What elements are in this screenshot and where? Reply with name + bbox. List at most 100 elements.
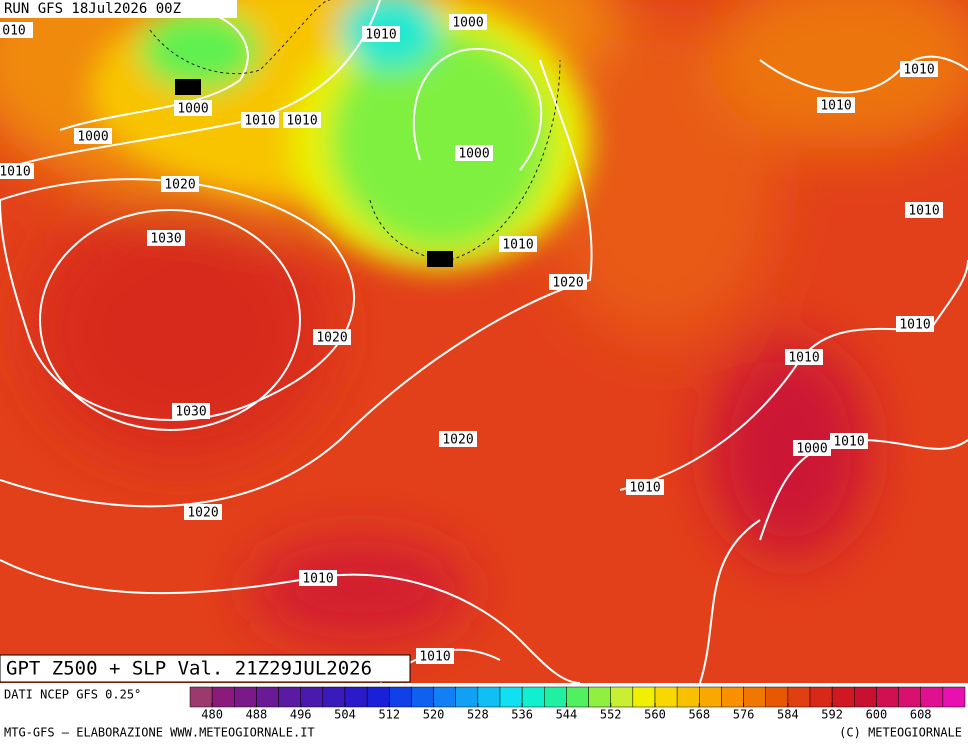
colorbar-tick-label: 528 xyxy=(467,708,489,722)
isobar-label-box xyxy=(416,648,454,664)
colorbar-tick-label: 536 xyxy=(511,708,533,722)
colorbar-tick-label: 552 xyxy=(600,708,622,722)
colorbar-tick-label: 608 xyxy=(910,708,932,722)
colorbar-swatch xyxy=(699,686,722,708)
colorbar-swatch xyxy=(676,686,700,708)
colorbar-tick-label: 584 xyxy=(777,708,799,722)
colorbar: 480 488 496 504 512 520 528 536 544 552 560 568 576 5… xyxy=(189,686,966,722)
colorbar-swatch xyxy=(455,686,479,708)
colorbar-tick-label: 592 xyxy=(821,708,843,722)
isobar-label: 1010 xyxy=(908,204,939,219)
run-box xyxy=(0,0,237,18)
colorbar-swatch xyxy=(322,686,346,708)
isobar-label-box xyxy=(172,403,210,419)
isobar-label: 1010 xyxy=(629,481,660,496)
isobar-label: 1010 xyxy=(899,318,930,333)
map-title: GPT Z500 + SLP Val. 21Z29JUL2026 xyxy=(6,658,372,680)
isobar-label: 1000 xyxy=(796,442,827,457)
isobar-label-box xyxy=(175,79,201,95)
isobar-label-box xyxy=(439,431,477,447)
footer-left: MTG-GFS — ELABORAZIONE WWW.METEOGIORNALE… xyxy=(4,726,315,740)
colorbar-swatch xyxy=(477,686,501,708)
isobar-label: 1030 xyxy=(150,232,181,247)
colorbar-swatch xyxy=(942,686,966,708)
isobar-label-box xyxy=(241,112,279,128)
footer-right: (C) METEOGIORNALE xyxy=(839,726,962,740)
isobar-label: 1020 xyxy=(164,178,195,193)
isobar-label: 1000 xyxy=(458,147,489,162)
colorbar-tick-label: 488 xyxy=(246,708,268,722)
isobar-label-box xyxy=(313,329,351,345)
colorbar-tick-label: 568 xyxy=(688,708,710,722)
isobar-label: 1010 xyxy=(502,238,533,253)
title-box xyxy=(0,654,411,683)
colorbar-swatch xyxy=(831,686,855,708)
map-area xyxy=(0,0,968,684)
isobar-label-box xyxy=(793,440,831,456)
isobar-label: 1000 xyxy=(177,102,208,117)
colorbar-swatch xyxy=(544,686,567,708)
colorbar-swatch xyxy=(433,686,456,708)
colorbar-swatch xyxy=(411,686,434,708)
isobar-label: 1030 xyxy=(175,405,206,420)
colorbar-swatch xyxy=(389,686,412,708)
isobar-label-box xyxy=(626,479,664,495)
isobar-label-box xyxy=(74,128,112,144)
colorbar-swatch xyxy=(234,686,257,708)
isobar-label: 1010 xyxy=(820,99,851,114)
colorbar-swatch xyxy=(566,686,589,708)
colorbar-tick-label: 480 xyxy=(201,708,223,722)
isobar-label-box xyxy=(549,274,587,290)
colorbar-swatch xyxy=(211,686,235,708)
isobar-label-box xyxy=(896,316,934,332)
colorbar-swatch xyxy=(854,686,877,708)
colorbar-swatch xyxy=(189,686,213,708)
isobar-label-box xyxy=(174,100,212,116)
isobar-label: 1020 xyxy=(552,276,583,291)
isobar-label-box xyxy=(905,202,943,218)
colorbar-swatch xyxy=(300,686,324,708)
isobar-label: 1010 xyxy=(903,63,934,78)
isobar-label: 1010 xyxy=(419,650,450,665)
isobar-label: 1010 xyxy=(244,114,275,129)
colorbar-swatch xyxy=(898,686,921,708)
isobar-label-box xyxy=(283,112,321,128)
colorbar-swatch xyxy=(499,686,523,708)
colorbar-swatch xyxy=(344,686,368,708)
colorbar-swatch xyxy=(743,686,766,708)
isobar-label-box xyxy=(499,236,537,252)
isobar-label: 1000 xyxy=(77,130,108,145)
colorbar-swatch xyxy=(920,686,944,708)
colorbar-tick-label: 512 xyxy=(378,708,400,722)
isobar-label-box xyxy=(299,570,337,586)
isobar-label-box xyxy=(427,251,453,267)
colorbar-tick-label: 576 xyxy=(733,708,755,722)
isobar-label: 010 xyxy=(2,24,25,39)
colorbar-swatch xyxy=(876,686,899,708)
isobar-label-box xyxy=(785,349,823,365)
colorbar-tick-label: 544 xyxy=(556,708,578,722)
isobar-label: 552 xyxy=(176,81,199,96)
colorbar-swatch xyxy=(366,686,390,708)
isobar-label-box xyxy=(0,22,33,38)
isobar-label-box xyxy=(184,504,222,520)
isobar-label: 1020 xyxy=(316,331,347,346)
isobar-label: 1010 xyxy=(833,435,864,450)
geopotential-552 xyxy=(149,0,561,261)
isobar-label-box xyxy=(455,145,493,161)
data-source: DATI NCEP GFS 0.25° xyxy=(4,688,141,702)
isobar-label-box xyxy=(147,230,185,246)
colorbar-swatch xyxy=(632,686,656,708)
colorbar-swatch xyxy=(654,686,678,708)
isobar-label-box xyxy=(900,61,938,77)
isobar-label-box xyxy=(449,14,487,30)
isobar-label-box xyxy=(830,433,868,449)
colorbar-tick-label: 504 xyxy=(334,708,356,722)
isobar-label: 1020 xyxy=(187,506,218,521)
isobar-label: 1010 xyxy=(302,572,333,587)
isobar-label: 1000 xyxy=(452,16,483,31)
isobar-label: 1020 xyxy=(442,433,473,448)
isobar-label-box xyxy=(0,163,34,179)
isobar-label: 552 xyxy=(428,253,451,268)
